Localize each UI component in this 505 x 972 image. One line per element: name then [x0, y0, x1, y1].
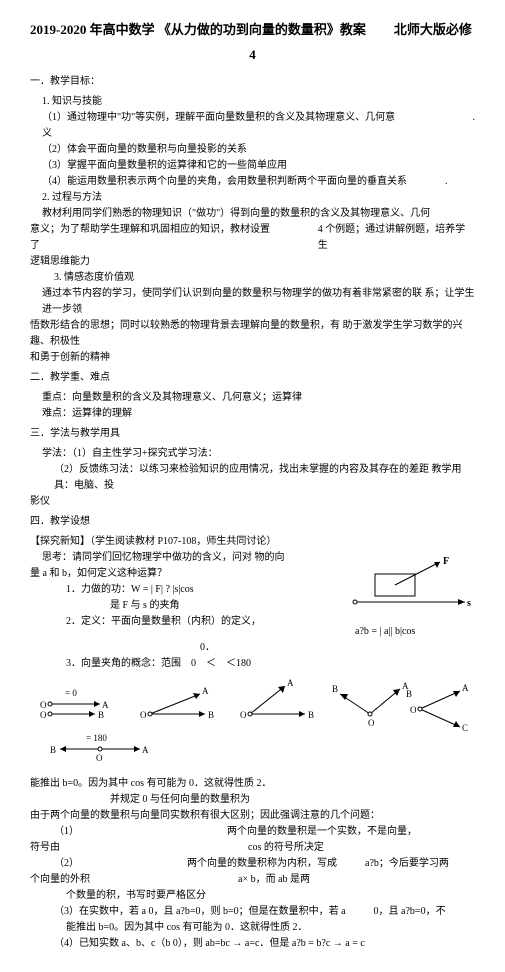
- s3-b: （2）反馈练习法：以练习来检验知识的应用情况，找出未掌握的内容及其存在的差距 教…: [30, 462, 475, 494]
- s3-b2: 影仪: [30, 494, 475, 510]
- s2-diff: 难点：运算律的理解: [30, 406, 475, 422]
- s1-a2: （2）体会平面向量的数量积与向量投影的关系: [30, 142, 475, 158]
- s4-explore: 【探究新知】（学生阅读教材 P107-108，师生共同讨论）: [30, 534, 475, 550]
- dot2: .: [445, 174, 448, 190]
- section-1-head: 一．教学目标：: [30, 74, 475, 90]
- svg-text:A: A: [202, 686, 209, 696]
- p1-cos: cos 的符号所决定: [248, 840, 324, 856]
- section-4-head: 四．教学设想: [30, 514, 475, 530]
- svg-text:B: B: [208, 710, 214, 720]
- formula: a?b = | a|| b|cos: [355, 624, 475, 640]
- svg-text:s: s: [467, 598, 471, 609]
- s1-c1: 通过本节内容的学习，使同学们认识到向量的数量积与物理学的做功有着非常紧密的联 系…: [30, 286, 475, 318]
- p3: （3）在实数中，若 a 0，且 a?b=0，则 b=0；但是在数量积中，若 a: [30, 904, 346, 920]
- svg-text:B: B: [98, 710, 104, 720]
- p1-text: 两个向量的数量积是一个实数，不是向量，: [227, 824, 417, 840]
- svg-text:O: O: [140, 710, 147, 720]
- svg-text:= 0: = 0: [65, 688, 77, 698]
- section-2-head: 二．教学重、难点: [30, 370, 475, 386]
- svg-text:= 180: = 180: [86, 733, 107, 743]
- section-3-head: 三．学法与教学用具: [30, 426, 475, 442]
- svg-text:B: B: [50, 745, 56, 755]
- p3-r: 0，且 a?b=0，不: [374, 904, 446, 920]
- svg-text:A: A: [142, 745, 149, 755]
- svg-text:O: O: [96, 753, 103, 763]
- svg-text:O: O: [410, 705, 417, 715]
- s1-process: 2. 过程与方法: [30, 190, 475, 206]
- s1-knowledge: 1. 知识与技能: [30, 94, 475, 110]
- s1-b2: 意义；为了帮助学生理解和巩固相应的知识，教材设置了: [30, 222, 280, 254]
- angle-diagrams: O O A B = 0 O A B O A B O A B: [30, 674, 475, 774]
- s2-key: 重点：向量数量积的含义及其物理意义、几何意义；运算律: [30, 390, 475, 406]
- s4-work: 1．力做的功：W = | F| ? |s|cos: [30, 582, 337, 598]
- s4-def: 2．定义：平面向量数量积（内积）的定义，: [30, 614, 261, 630]
- p1-sign: 符号由: [30, 840, 60, 856]
- title-num: 4: [30, 45, 475, 66]
- s4-c: 量 a 和 b，如何定义这种运算？: [30, 566, 337, 582]
- s1-a3: （3）掌握平面向量数量积的运算律和它的一些简单应用: [30, 158, 475, 174]
- svg-text:B: B: [332, 684, 338, 694]
- svg-text:O: O: [240, 710, 247, 720]
- s1-a4: （4）能运用数量积表示两个向量的夹角，会用数量积判断两个平面向量的垂直关系: [42, 174, 407, 190]
- s4-f3: 0．: [30, 640, 475, 656]
- s4-angle: 是 F 与 s 的夹角: [30, 598, 337, 614]
- p2-axb: a× b，而 ab 是两: [238, 872, 310, 888]
- s4-think: 思考：请同学们回忆物理学中做功的含义，问对 物的向: [30, 550, 337, 566]
- p2-strict: 个数量的积，书写时要严格区分: [30, 888, 475, 904]
- s1-c3: 和勇于创新的精神: [30, 350, 475, 366]
- p1-num: （1）: [30, 824, 79, 840]
- svg-text:O: O: [40, 710, 47, 720]
- s5-head: 能推出 b=0。因为其中 cos 有可能为 0．这就得性质 2．: [30, 776, 475, 792]
- s3-a: 学法：（1）自主性学习+探究式学习法：: [30, 446, 475, 462]
- force-diagram: F s a?b = | a|| b|cos: [345, 550, 475, 640]
- dot: .: [473, 110, 476, 126]
- svg-text:B: B: [406, 689, 412, 699]
- s5-diff: 由于两个向量的数量积与向量同实数积有很大区别；因此强调注意的几个问题：: [30, 808, 475, 824]
- p2-num: （2）: [30, 856, 79, 872]
- svg-text:A: A: [102, 700, 109, 710]
- svg-text:F: F: [443, 556, 449, 567]
- s5-rule0: 并规定 0 与任何向量的数量积为: [30, 792, 475, 808]
- s1-b3: 逻辑思维能力: [30, 254, 475, 270]
- s1-attitude: 3. 情感态度价值观: [30, 270, 475, 286]
- p4: （4）已知实数 a、b、c（b 0），则 ab=bc → a=c．但是 a?b …: [30, 936, 475, 952]
- p2-outer: 个向量的外积: [30, 872, 90, 888]
- svg-text:A: A: [462, 683, 469, 693]
- s1-b2r: 4 个例题；通过讲解例题，培养学生: [318, 222, 475, 254]
- s4-angle-concept: 3．向量夹角的概念：范围 0 ＜ ＜180: [30, 656, 475, 672]
- svg-text:A: A: [287, 678, 294, 688]
- p3-b: 能推出 b=0。因为其中 cos 有可能为 0．这就得性质 2．: [30, 920, 475, 936]
- s1-b1: 教材利用同学们熟悉的物理知识（"做功"）得到向量的数量积的含义及其物理意义、几何: [30, 206, 475, 222]
- svg-text:C: C: [462, 723, 468, 733]
- svg-text:B: B: [308, 710, 314, 720]
- title-right: 北师大版必修: [394, 20, 472, 41]
- svg-text:O: O: [368, 718, 375, 728]
- title-left: 2019-2020 年高中数学 《从力做的功到向量的数量积》教案: [30, 20, 366, 41]
- p2-ab: a?b；今后要学习两: [365, 856, 449, 872]
- s1-a1: （1）通过物理中"功"等实例，理解平面向量数量积的含义及其物理意义、几何意义: [42, 110, 405, 142]
- p2-text: 两个向量的数量积称为内积，写成: [187, 856, 337, 872]
- svg-text:O: O: [40, 700, 47, 710]
- s1-c2: 悟数形结合的思想；同时以较熟悉的物理背景去理解向量的数量积，有 助于激发学生学习…: [30, 318, 475, 350]
